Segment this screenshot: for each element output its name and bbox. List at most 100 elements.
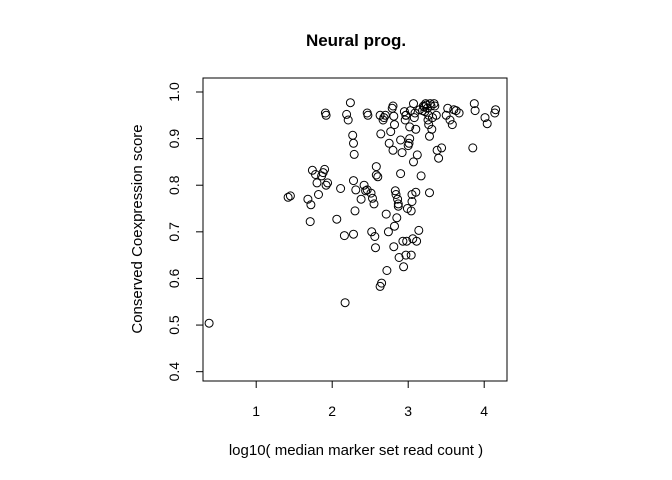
data-point — [362, 108, 372, 118]
data-point — [306, 200, 316, 210]
data-point — [491, 105, 501, 115]
data-point — [305, 217, 315, 227]
data-point — [423, 115, 433, 125]
y-tick-label: 1.0 — [166, 82, 182, 102]
data-point — [468, 143, 478, 153]
data-point — [396, 169, 406, 179]
y-tick-label: 0.8 — [166, 175, 182, 195]
data-point — [359, 180, 369, 190]
data-point — [340, 298, 350, 308]
data-point — [371, 170, 381, 180]
data-point — [482, 119, 492, 129]
data-point — [424, 120, 434, 130]
data-point — [411, 124, 421, 134]
y-axis-label: Conserved Coexpression score — [129, 124, 146, 333]
data-point — [388, 145, 398, 155]
data-point — [414, 225, 424, 235]
data-point — [397, 148, 407, 158]
data-point — [376, 129, 386, 139]
y-tick-label: 0.9 — [166, 129, 182, 149]
data-point — [454, 108, 464, 118]
data-point — [343, 115, 353, 125]
data-point — [345, 98, 355, 108]
data-point — [366, 188, 376, 198]
data-point — [402, 236, 412, 246]
data-point — [320, 108, 330, 118]
data-point — [390, 186, 400, 196]
data-point — [339, 231, 349, 241]
data-point — [399, 262, 409, 272]
data-point — [409, 157, 418, 167]
data-point — [349, 149, 359, 159]
data-point — [351, 185, 361, 195]
y-axis: 0.4 0.5 0.6 0.7 0.8 0.9 1.0 — [166, 82, 203, 381]
data-point — [370, 232, 380, 241]
y-tick-label: 0.5 — [166, 315, 182, 335]
data-point — [470, 106, 480, 116]
data-point — [390, 120, 399, 130]
data-point — [320, 164, 330, 174]
data-point — [371, 162, 381, 172]
data-point — [356, 194, 366, 204]
data-point — [407, 197, 417, 206]
data-point — [437, 143, 447, 153]
data-point — [384, 138, 394, 148]
data-point — [336, 184, 346, 193]
chart-title: Neural prog. — [306, 31, 406, 50]
data-point — [389, 111, 399, 121]
data-point — [406, 206, 416, 216]
data-point — [349, 176, 358, 186]
data-point — [321, 180, 331, 190]
data-point — [367, 227, 377, 237]
data-point — [434, 153, 444, 163]
data-point — [380, 110, 390, 120]
data-point — [451, 106, 461, 116]
data-point — [314, 190, 323, 199]
data-point — [412, 236, 422, 246]
data-point — [342, 109, 352, 119]
data-point — [391, 190, 401, 199]
data-point — [401, 110, 411, 120]
data-point — [323, 178, 333, 188]
y-tick-label: 0.4 — [166, 362, 182, 382]
data-point — [332, 214, 342, 224]
data-point — [416, 171, 426, 181]
data-point — [312, 178, 322, 188]
data-point — [425, 188, 434, 198]
data-point — [348, 130, 358, 140]
data-point — [412, 150, 422, 160]
data-point — [285, 191, 295, 201]
data-point — [445, 115, 455, 125]
data-point — [394, 253, 404, 262]
data-point — [382, 266, 392, 275]
data-point — [386, 127, 396, 137]
x-tick-label: 4 — [480, 403, 488, 419]
data-point — [426, 101, 436, 111]
data-point — [369, 199, 379, 209]
data-point — [447, 120, 457, 130]
data-point — [204, 318, 214, 328]
y-tick-label: 0.7 — [166, 222, 182, 242]
data-point — [283, 192, 293, 202]
data-point — [383, 227, 393, 237]
data-point — [392, 213, 402, 223]
data-point — [404, 138, 414, 148]
data-point — [396, 135, 406, 145]
data-point — [405, 134, 415, 144]
data-point — [405, 122, 415, 132]
data-point — [349, 229, 358, 239]
y-tick-label: 0.6 — [166, 269, 182, 289]
data-point — [432, 145, 442, 155]
data-point — [401, 250, 411, 260]
data-point — [431, 110, 441, 120]
x-axis-label: log10( median marker set read count ) — [229, 442, 483, 459]
data-point — [427, 124, 437, 134]
data-point — [490, 108, 500, 118]
x-tick-label: 3 — [404, 403, 412, 419]
x-axis: 1 2 3 4 — [252, 381, 488, 419]
plot-frame — [202, 77, 508, 382]
data-point — [411, 187, 421, 197]
x-tick-label: 1 — [252, 403, 260, 419]
data-point — [400, 115, 410, 125]
